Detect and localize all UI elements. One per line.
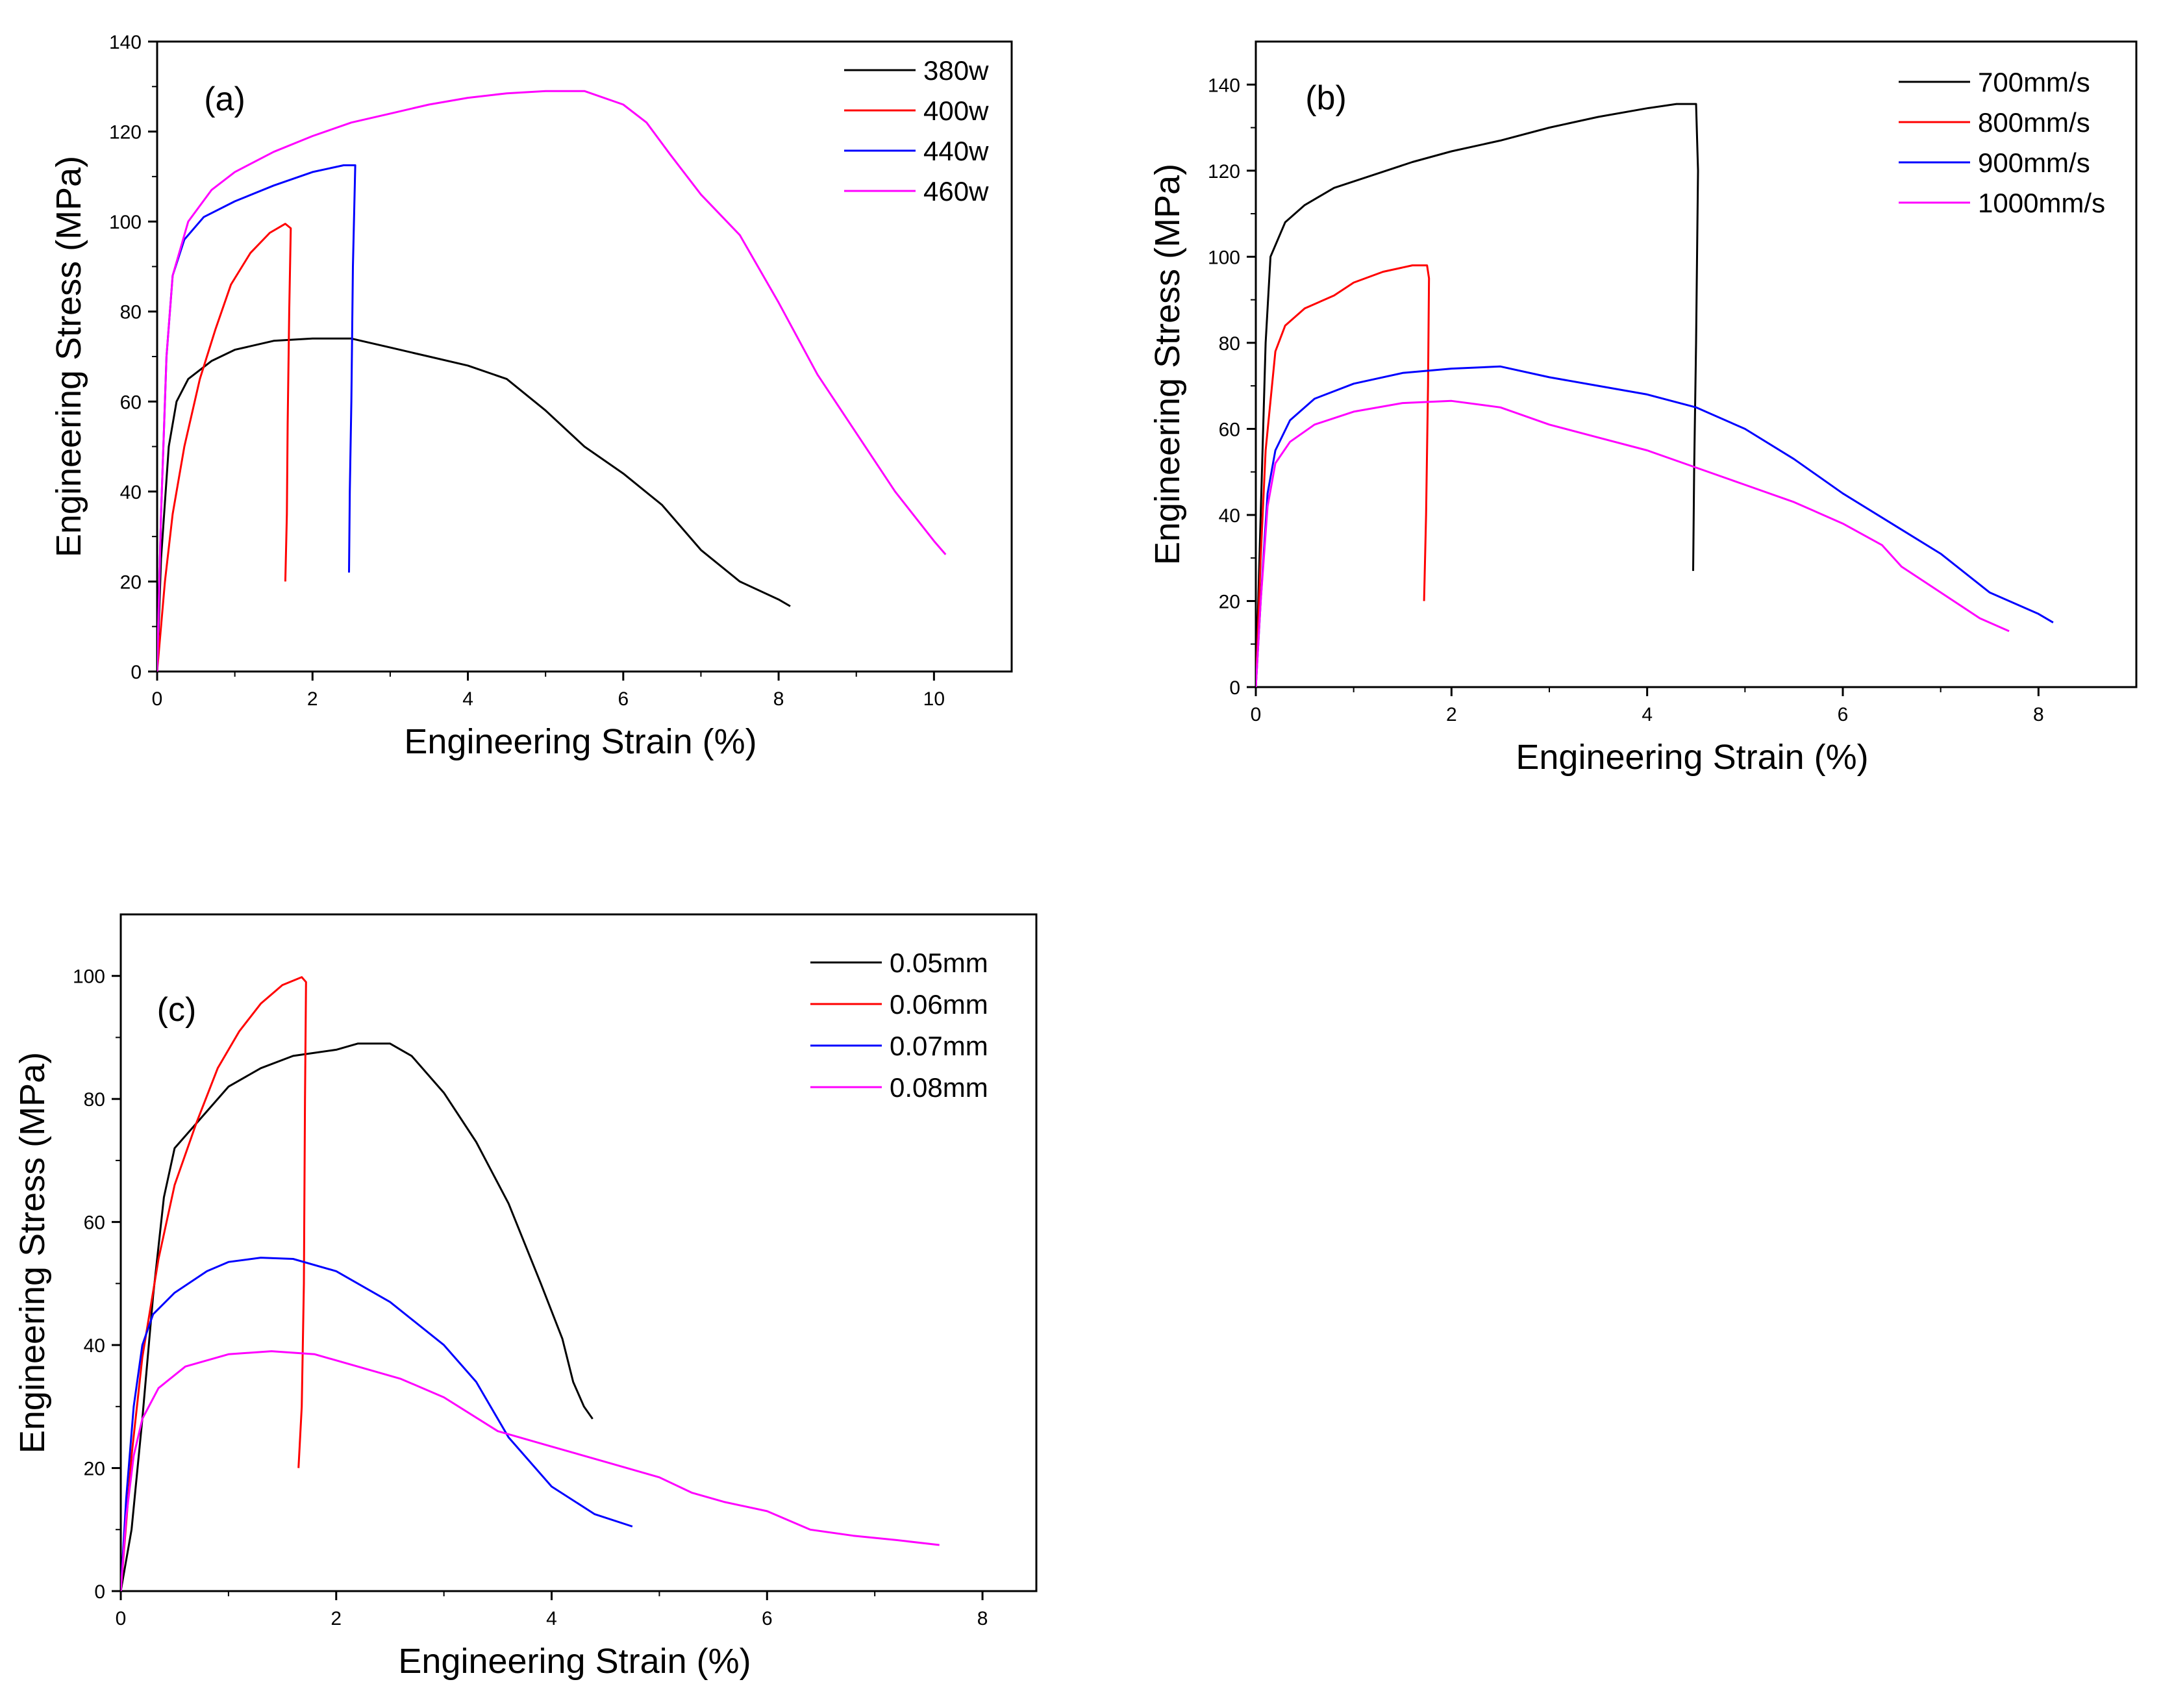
panel-label: (b) (1305, 79, 1347, 117)
series-line-380w (157, 337, 791, 672)
y-axis-title: Engineering Stress (MPa) (1148, 164, 1187, 565)
series-line-800mm/s (1256, 264, 1430, 687)
series-line-900mm/s (1256, 365, 2054, 687)
x-tick-label: 0 (152, 688, 163, 710)
y-tick-label: 120 (1208, 161, 1240, 182)
x-tick-label: 2 (307, 688, 318, 710)
x-tick-label: 10 (923, 688, 945, 710)
x-tick-label: 8 (2033, 704, 2044, 725)
legend-label: 700mm/s (1978, 67, 2090, 97)
legend-label: 800mm/s (1978, 107, 2090, 138)
x-tick-label: 6 (762, 1608, 773, 1629)
legend-label: 0.06mm (890, 989, 988, 1020)
y-tick-label: 80 (1219, 333, 1240, 355)
series-line-0.06mm (121, 976, 307, 1591)
series-line-0.05mm (121, 1042, 593, 1591)
y-tick-label: 60 (1219, 419, 1240, 440)
series-line-400w (157, 223, 292, 672)
y-tick-label: 20 (1219, 591, 1240, 612)
y-tick-label: 40 (1219, 505, 1240, 527)
y-tick-label: 20 (84, 1459, 105, 1480)
x-tick-label: 8 (977, 1608, 988, 1629)
y-axis-title: Engineering Stress (MPa) (49, 156, 88, 557)
legend-label: 0.05mm (890, 948, 988, 978)
x-axis-title: Engineering Strain (%) (1516, 738, 1868, 777)
x-tick-label: 4 (1642, 704, 1653, 725)
y-tick-label: 140 (1208, 75, 1240, 96)
y-tick-label: 80 (120, 302, 142, 323)
x-tick-label: 8 (773, 688, 784, 710)
x-tick-label: 2 (1446, 704, 1457, 725)
legend-label: 0.08mm (890, 1072, 988, 1103)
panel-label: (a) (204, 81, 245, 118)
y-tick-label: 140 (109, 32, 142, 53)
x-tick-label: 0 (116, 1608, 127, 1629)
x-tick-label: 6 (618, 688, 629, 710)
panel-label: (c) (157, 991, 197, 1029)
y-axis-title: Engineering Stress (MPa) (13, 1052, 52, 1453)
legend-label: 400w (923, 95, 989, 126)
legend-label: 1000mm/s (1978, 188, 2105, 218)
y-tick-label: 60 (120, 392, 142, 413)
y-tick-label: 60 (84, 1212, 105, 1234)
series-line-700mm/s (1256, 103, 1699, 687)
plot-frame (1255, 40, 2138, 688)
y-tick-label: 80 (84, 1089, 105, 1111)
y-tick-label: 0 (1229, 677, 1240, 699)
x-axis-title: Engineering Strain (%) (398, 1642, 751, 1681)
y-tick-label: 100 (73, 966, 105, 988)
y-tick-label: 100 (109, 212, 142, 233)
legend-label: 0.07mm (890, 1031, 988, 1061)
series-line-1000mm/s (1256, 399, 2010, 687)
y-tick-label: 40 (84, 1335, 105, 1357)
y-tick-label: 0 (131, 662, 142, 683)
series-line-0.08mm (121, 1350, 940, 1591)
x-tick-label: 6 (1838, 704, 1849, 725)
x-tick-label: 4 (546, 1608, 557, 1629)
y-tick-label: 100 (1208, 247, 1240, 268)
legend-label: 380w (923, 55, 989, 86)
series-line-0.07mm (121, 1257, 633, 1591)
x-tick-label: 2 (331, 1608, 342, 1629)
y-tick-label: 20 (120, 571, 142, 593)
legend-label: 440w (923, 136, 989, 166)
plot-frame (119, 913, 1038, 1592)
series-line-460w (157, 90, 947, 672)
y-tick-label: 120 (109, 122, 142, 144)
y-tick-label: 0 (94, 1581, 105, 1603)
x-tick-label: 0 (1251, 704, 1262, 725)
x-axis-title: Engineering Strain (%) (404, 722, 756, 761)
y-tick-label: 40 (120, 482, 142, 503)
legend-label: 460w (923, 176, 989, 207)
x-tick-label: 4 (462, 688, 473, 710)
legend-label: 900mm/s (1978, 147, 2090, 178)
